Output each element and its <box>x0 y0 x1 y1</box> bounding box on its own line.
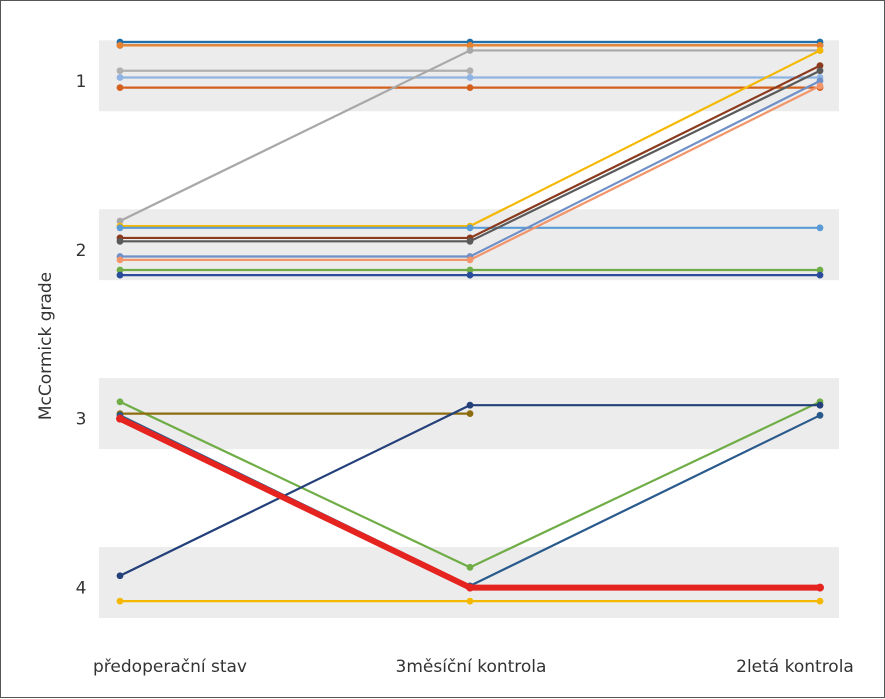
x-tick-label: předoperační stav <box>93 657 247 677</box>
grade-band-4 <box>99 547 839 618</box>
data-point <box>116 256 124 264</box>
x-tick-label: 3měsíční kontrola <box>396 657 547 677</box>
data-point <box>816 401 824 409</box>
data-point <box>816 77 824 85</box>
data-point <box>466 401 474 409</box>
data-point <box>466 271 474 279</box>
data-point <box>816 41 824 49</box>
data-point <box>116 84 124 92</box>
data-point <box>816 266 824 274</box>
series-10 <box>116 67 824 245</box>
data-point <box>116 41 124 49</box>
data-point <box>116 224 124 232</box>
y-tick-label: 4 <box>76 579 87 599</box>
data-point <box>816 411 824 419</box>
series-2 <box>116 41 824 49</box>
series-8 <box>116 224 824 232</box>
x-tick-label: 2letá kontrola <box>736 657 854 677</box>
data-point <box>466 410 474 418</box>
y-tick-label: 3 <box>76 410 87 430</box>
data-point <box>116 266 124 274</box>
data-point <box>116 271 124 279</box>
data-point <box>116 237 124 245</box>
data-point <box>116 597 124 605</box>
data-point <box>466 67 474 75</box>
y-tick-label: 1 <box>76 72 87 92</box>
data-point <box>816 583 824 592</box>
series-13 <box>116 266 824 274</box>
data-point <box>466 256 474 264</box>
series-3 <box>116 67 474 75</box>
data-point <box>816 47 824 54</box>
x-axis-ticks: předoperační stav 3měsíční kontrola 2letá … <box>93 657 854 677</box>
data-point <box>466 47 474 54</box>
data-point <box>816 67 824 75</box>
data-point <box>466 41 474 49</box>
series-12 <box>116 82 824 264</box>
data-point <box>816 271 824 279</box>
data-point <box>466 583 474 592</box>
data-point <box>466 237 474 245</box>
series-14 <box>116 271 824 279</box>
data-point <box>466 224 474 232</box>
series-lines <box>116 38 824 605</box>
data-point <box>116 414 124 423</box>
data-point <box>116 67 124 75</box>
data-point <box>816 82 824 90</box>
data-point <box>116 74 124 81</box>
series-20 <box>116 597 824 605</box>
data-point <box>466 74 474 81</box>
data-point <box>816 62 824 70</box>
series-19 <box>116 401 824 580</box>
y-axis-ticks: 1 2 3 4 <box>76 72 87 599</box>
data-point <box>466 563 474 571</box>
data-point <box>816 224 824 232</box>
y-axis-label: McCormick grade <box>36 272 56 420</box>
data-point <box>466 597 474 605</box>
data-point <box>466 84 474 92</box>
data-point <box>116 572 124 580</box>
data-point <box>466 266 474 274</box>
series-18 <box>116 414 824 592</box>
data-point <box>116 398 124 406</box>
data-point <box>116 217 124 225</box>
data-point <box>816 597 824 605</box>
y-tick-label: 2 <box>76 241 87 261</box>
